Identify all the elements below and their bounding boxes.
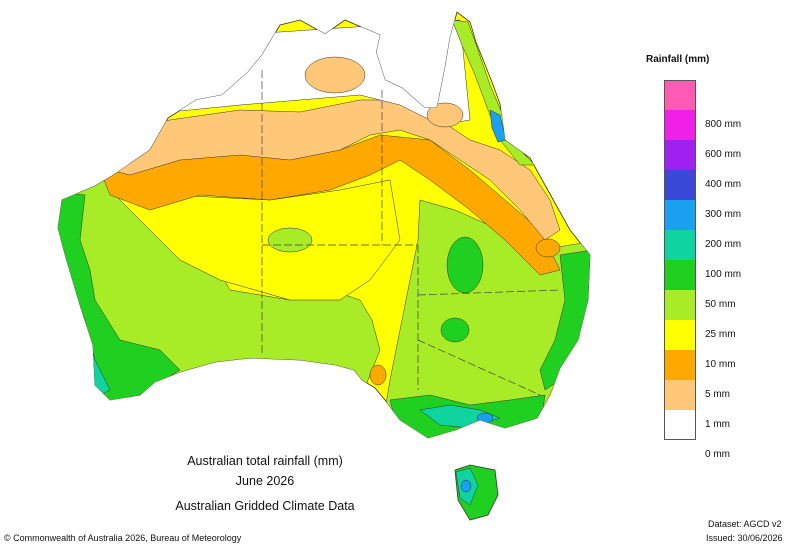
issued-date: Issued: 30/06/2026 xyxy=(706,533,783,543)
patch-100mm-nsw xyxy=(440,317,470,343)
legend-title: Rainfall (mm) xyxy=(646,54,710,65)
tasmania-300mm xyxy=(460,479,472,493)
state-borders xyxy=(261,70,561,396)
map-period: June 2026 xyxy=(235,474,295,488)
zone-5mm-north xyxy=(109,99,561,241)
legend-label: 25 mm xyxy=(705,329,736,340)
patch-300mm-victoria xyxy=(476,412,494,424)
patch-5mm-arnhem xyxy=(304,56,366,94)
legend-swatch xyxy=(664,260,696,290)
legend-label: 800 mm xyxy=(705,119,742,130)
patch-10mm-sa xyxy=(369,364,387,386)
legend-label: 10 mm xyxy=(705,359,736,370)
tasmania xyxy=(454,464,499,521)
legend-label: 1 mm xyxy=(705,419,730,430)
dataset-label: Dataset: AGCD v2 xyxy=(708,519,782,529)
legend-swatch xyxy=(664,170,696,200)
zone-200mm-qld-coast xyxy=(489,109,507,143)
legend-label: 50 mm xyxy=(705,299,736,310)
copyright-text: © Commonwealth of Australia 2026, Bureau… xyxy=(4,533,242,543)
legend-swatch xyxy=(664,80,696,110)
legend-swatch xyxy=(664,140,696,170)
map-source: Australian Gridded Climate Data xyxy=(175,499,355,513)
legend-label: 300 mm xyxy=(705,209,742,220)
legend-label: 200 mm xyxy=(705,239,742,250)
legend-label: 100 mm xyxy=(705,269,742,280)
legend-swatch xyxy=(664,230,696,260)
map-title: Australian total rainfall (mm) xyxy=(187,454,343,468)
legend-label: 5 mm xyxy=(705,389,730,400)
legend-swatch xyxy=(664,320,696,350)
patch-5mm-gulf xyxy=(426,102,464,128)
patch-100mm-qld xyxy=(446,236,484,294)
legend-label: 400 mm xyxy=(705,179,742,190)
legend-label: 0 mm xyxy=(705,449,730,460)
patch-50mm-central xyxy=(267,227,313,253)
legend-swatch xyxy=(664,200,696,230)
mainland xyxy=(57,11,591,439)
legend-swatch xyxy=(664,350,696,380)
legend-swatch xyxy=(664,290,696,320)
legend-swatch xyxy=(664,380,696,410)
zone-100mm-east-coast xyxy=(539,249,590,391)
patch-10mm-qld-inland xyxy=(535,238,561,258)
legend-swatch xyxy=(664,110,696,140)
legend-label: 600 mm xyxy=(705,149,742,160)
rainfall-legend: Rainfall (mm) 800 mm 600 mm 400 mm 300 mm 20… xyxy=(630,50,750,460)
legend-swatch xyxy=(664,410,696,440)
